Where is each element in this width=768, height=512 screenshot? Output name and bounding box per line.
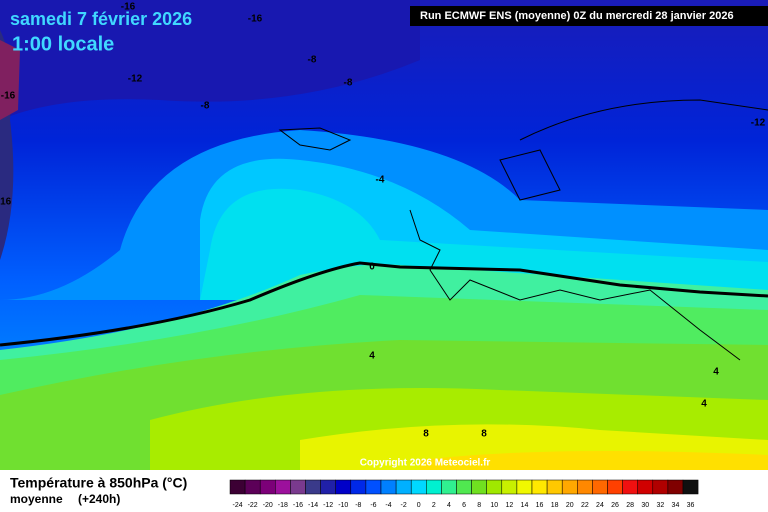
color-swatch xyxy=(275,479,291,495)
color-swatch xyxy=(305,479,321,495)
scale-label: 18 xyxy=(551,502,559,509)
color-swatch xyxy=(244,479,261,495)
scale-label: 2 xyxy=(432,502,436,509)
scale-label: 8 xyxy=(477,502,481,509)
legend-lead: (+240h) xyxy=(78,492,120,506)
scale-label: 20 xyxy=(566,502,574,509)
scale-label: -22 xyxy=(248,502,258,509)
color-swatch xyxy=(577,479,593,495)
scale-label: -6 xyxy=(370,502,376,509)
contour-label: -12 xyxy=(751,118,766,129)
contour-label: -8 xyxy=(308,55,317,66)
color-swatch xyxy=(652,479,669,495)
contour-label: 4 xyxy=(369,351,375,362)
scale-label: 30 xyxy=(641,502,649,509)
scale-label: -24 xyxy=(232,502,242,509)
contour-labels: -16 -16 -12 -16 -16 -8 -8 -8 -12 -4 0 4 4 4 8 8 xyxy=(0,2,766,440)
color-swatch xyxy=(290,479,306,495)
color-swatch xyxy=(441,479,457,495)
contour-label: -8 xyxy=(344,78,353,89)
contour-label: -12 xyxy=(128,74,143,85)
scale-label: -12 xyxy=(323,502,333,509)
scale-label: -18 xyxy=(278,502,288,509)
color-swatch xyxy=(410,479,427,495)
color-swatch xyxy=(516,479,533,495)
color-swatch xyxy=(637,479,654,495)
contour-label: 4 xyxy=(701,399,707,410)
contour-label: -16 xyxy=(0,197,12,208)
color-swatch xyxy=(365,479,382,495)
color-swatch xyxy=(501,479,518,495)
copyright: Copyright 2026 Meteociel.fr xyxy=(360,458,491,469)
scale-label: 12 xyxy=(505,502,513,509)
color-swatch xyxy=(426,479,442,495)
scale-label: 16 xyxy=(536,502,544,509)
color-swatch xyxy=(592,479,608,495)
scale-label: 14 xyxy=(521,502,529,509)
scale-label: -8 xyxy=(355,502,361,509)
color-swatch xyxy=(561,479,578,495)
legend-title: Température à 850hPa (°C) xyxy=(10,475,187,491)
scale-label: 0 xyxy=(417,502,421,509)
contour-label: -16 xyxy=(1,91,16,102)
contour-label: -16 xyxy=(121,2,136,13)
colorbar: -24 -22 -20 -18 -16 -14 -12 -10 -8 -6 -4 -2 0 2 4 6 8 10 1… xyxy=(229,479,699,509)
color-swatch xyxy=(229,479,246,495)
color-swatch xyxy=(471,479,487,495)
run-banner xyxy=(410,6,768,26)
color-swatch xyxy=(667,479,684,495)
scale-label: 32 xyxy=(656,502,664,509)
legend-subtitle: moyenne xyxy=(10,492,63,506)
color-swatch xyxy=(350,479,367,495)
scale-label: 28 xyxy=(626,502,634,509)
forecast-date: samedi 7 février 2026 xyxy=(10,9,192,29)
scale-label: -16 xyxy=(293,502,303,509)
color-swatch xyxy=(335,479,352,495)
scale-label: 36 xyxy=(687,502,695,509)
scale-label: -20 xyxy=(263,502,273,509)
scale-label: -2 xyxy=(401,502,407,509)
scale-label: 6 xyxy=(462,502,466,509)
color-swatch xyxy=(531,479,548,495)
forecast-time: 1:00 locale xyxy=(12,33,114,55)
scale-label: -14 xyxy=(308,502,318,509)
contour-label: -16 xyxy=(248,14,263,25)
color-swatch xyxy=(546,479,563,495)
contour-label: 8 xyxy=(423,429,429,440)
scale-label: -10 xyxy=(338,502,348,509)
color-swatch xyxy=(607,479,623,495)
contour-label: -4 xyxy=(376,175,385,186)
contour-label: 8 xyxy=(481,429,487,440)
map xyxy=(0,0,768,470)
scale-label: 34 xyxy=(672,502,680,509)
color-swatch xyxy=(380,479,397,495)
color-swatch xyxy=(320,479,336,495)
color-swatch xyxy=(486,479,503,495)
color-swatch xyxy=(682,479,699,495)
scale-label: 10 xyxy=(490,502,498,509)
scale-label: 4 xyxy=(447,502,451,509)
color-swatch xyxy=(456,479,472,495)
contour-label: 0 xyxy=(369,262,375,273)
contour-label: 4 xyxy=(713,367,719,378)
run-info: Run ECMWF ENS (moyenne) 0Z du mercredi 2… xyxy=(420,10,734,22)
scale-label: 22 xyxy=(581,502,589,509)
color-swatch xyxy=(395,479,412,495)
color-swatch xyxy=(259,479,276,495)
contour-label: -8 xyxy=(201,101,210,112)
scale-label: -4 xyxy=(385,502,391,509)
scale-label: 26 xyxy=(611,502,619,509)
scale-label: 24 xyxy=(596,502,604,509)
color-swatch xyxy=(622,479,638,495)
